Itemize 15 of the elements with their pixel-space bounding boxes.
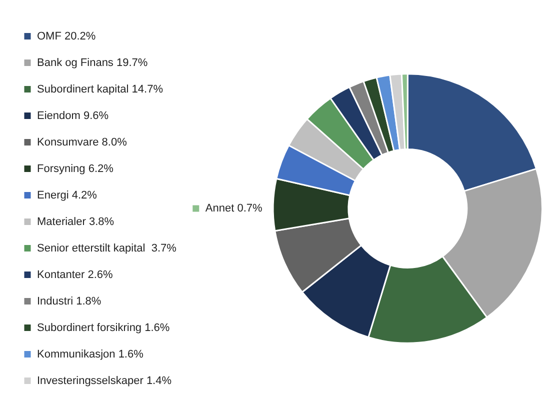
legend-label: Annet 0.7% (205, 202, 262, 215)
legend-label: Subordinert kapital 14.7% (37, 83, 164, 96)
legend-label: Industri 1.8% (37, 295, 102, 308)
legend-label: Subordinert forsikring 1.6% (37, 322, 170, 334)
legend-label: Eiendom 9.6% (37, 110, 109, 122)
legend-label: Bank og Finans 19.7% (37, 56, 148, 69)
legend-label: OMF 20.2% (37, 30, 96, 42)
legend-label: Materialer 3.8% (37, 216, 114, 228)
legend-label: Senior etterstilt kapital 3.7% (37, 242, 177, 254)
legend-label: Konsumvare 8.0% (37, 136, 128, 148)
legend-label: Investeringsselskaper 1.4% (37, 374, 172, 387)
legend-label: Kommunikasjon 1.6% (37, 348, 144, 360)
legend-label: Energi 4.2% (37, 189, 98, 202)
legend-label: Forsyning 6.2% (37, 162, 114, 175)
legend-label: Kontanter 2.6% (37, 268, 114, 281)
